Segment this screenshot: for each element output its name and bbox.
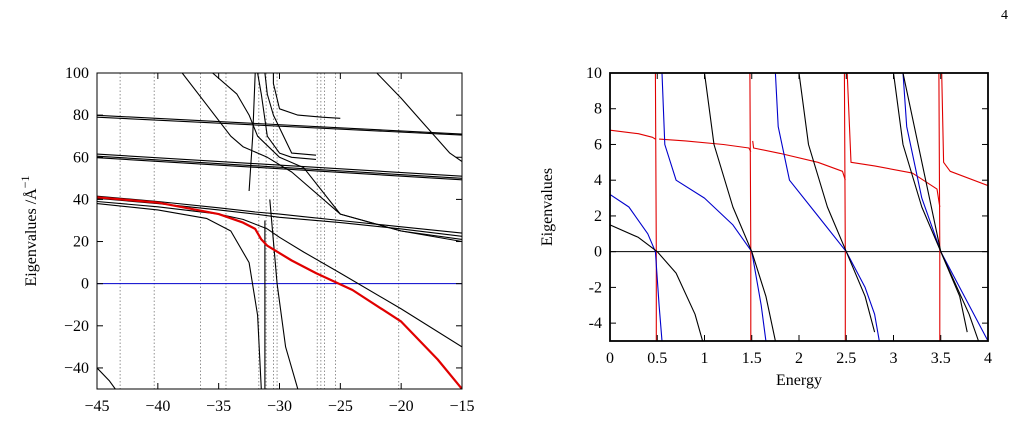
y-tick-label: 6: [594, 136, 602, 153]
y-tick-label: 4: [594, 172, 602, 189]
series-line-11: [661, 73, 767, 341]
series-line-14: [610, 224, 704, 341]
series-group: [97, 73, 462, 389]
x-tick-label: 2: [795, 350, 803, 367]
series-line-3: [659, 138, 752, 152]
series-line-2: [97, 116, 462, 136]
series-line-16: [798, 73, 876, 333]
series-line-11: [181, 73, 462, 240]
series-line-17: [376, 73, 462, 162]
series-line-12: [774, 73, 880, 341]
series-line-4: [749, 73, 752, 341]
x-tick-label: −15: [449, 398, 474, 415]
series-line-8: [97, 200, 462, 348]
y-tick-label: 8: [594, 101, 602, 118]
y-axis-label: Eigenvalues: [539, 168, 556, 246]
x-tick-label: −35: [206, 398, 231, 415]
series-line-13: [272, 73, 341, 119]
series-line-5: [752, 140, 846, 181]
series-line-9: [941, 73, 988, 187]
series-line-10: [610, 194, 663, 341]
series-line-1: [610, 129, 656, 140]
x-tick-label: 1: [701, 350, 709, 367]
y-tick-label: 80: [73, 107, 89, 124]
y-tick-label: 40: [73, 191, 89, 208]
y-tick-label: 60: [73, 149, 89, 166]
series-line-14: [264, 73, 317, 156]
series-line-18: [902, 73, 980, 341]
series-line-7: [97, 197, 462, 237]
x-tick-label: 3: [890, 350, 898, 367]
series-group: [610, 73, 988, 341]
series-line-15: [703, 73, 776, 341]
y-tick-label: 10: [586, 65, 602, 82]
y-tick-label: 20: [73, 234, 89, 251]
x-tick-label: 0.5: [647, 350, 667, 367]
x-tick-label: −45: [84, 398, 109, 415]
y-tick-label: -4: [589, 315, 602, 332]
series-line-20: [97, 196, 462, 389]
x-tick-label: 0: [606, 350, 614, 367]
series-line-16: [248, 73, 256, 192]
series-line-4: [97, 155, 462, 179]
y-tick-label: −40: [64, 360, 89, 377]
series-line-6: [97, 195, 462, 234]
x-tick-label: 4: [984, 350, 992, 367]
series-line-15: [257, 73, 317, 160]
y-tick-label: -2: [589, 279, 602, 296]
y-axis-label: Eigenvalues /Å−1: [18, 176, 40, 287]
x-tick-label: 3.5: [931, 350, 951, 367]
series-line-2: [654, 73, 657, 341]
series-line-12: [212, 73, 462, 243]
series-line-5: [97, 157, 462, 181]
y-tick-label: 0: [81, 276, 89, 293]
x-tick-label: −20: [389, 398, 414, 415]
y-tick-label: 0: [594, 244, 602, 261]
y-tick-label: 2: [594, 208, 602, 225]
series-line-17: [892, 73, 968, 333]
page-number: 4: [1001, 8, 1008, 23]
x-tick-label: −25: [328, 398, 353, 415]
series-line-7: [846, 73, 941, 208]
x-tick-label: −30: [267, 398, 292, 415]
series-line-13: [902, 73, 988, 341]
x-tick-label: −40: [145, 398, 170, 415]
series-line-8: [938, 73, 941, 341]
y-tick-label: 100: [65, 65, 89, 82]
y-axis-label-superscript: −1: [18, 176, 32, 189]
series-line-6: [843, 73, 846, 341]
chart-2: 0 0.5 1 1.5 2 2.5 3 3.5 4 -4 -2 0 2 4 6 8 10 Eigenvalues E…: [539, 65, 992, 389]
y-tick-label: −20: [64, 318, 89, 335]
series-line-1: [97, 114, 462, 135]
series-line-19: [97, 367, 116, 389]
chart-1: −45 −40 −35 −30 −25 −20 −15 −40 −20 0 20 40 60 80 100 E…: [18, 65, 475, 415]
x-tick-label: 2.5: [836, 350, 856, 367]
x-axis-label: Energy: [776, 372, 822, 389]
series-line-18: [269, 199, 299, 389]
x-tick-label: 1.5: [742, 350, 762, 367]
series-line-9: [97, 203, 262, 389]
